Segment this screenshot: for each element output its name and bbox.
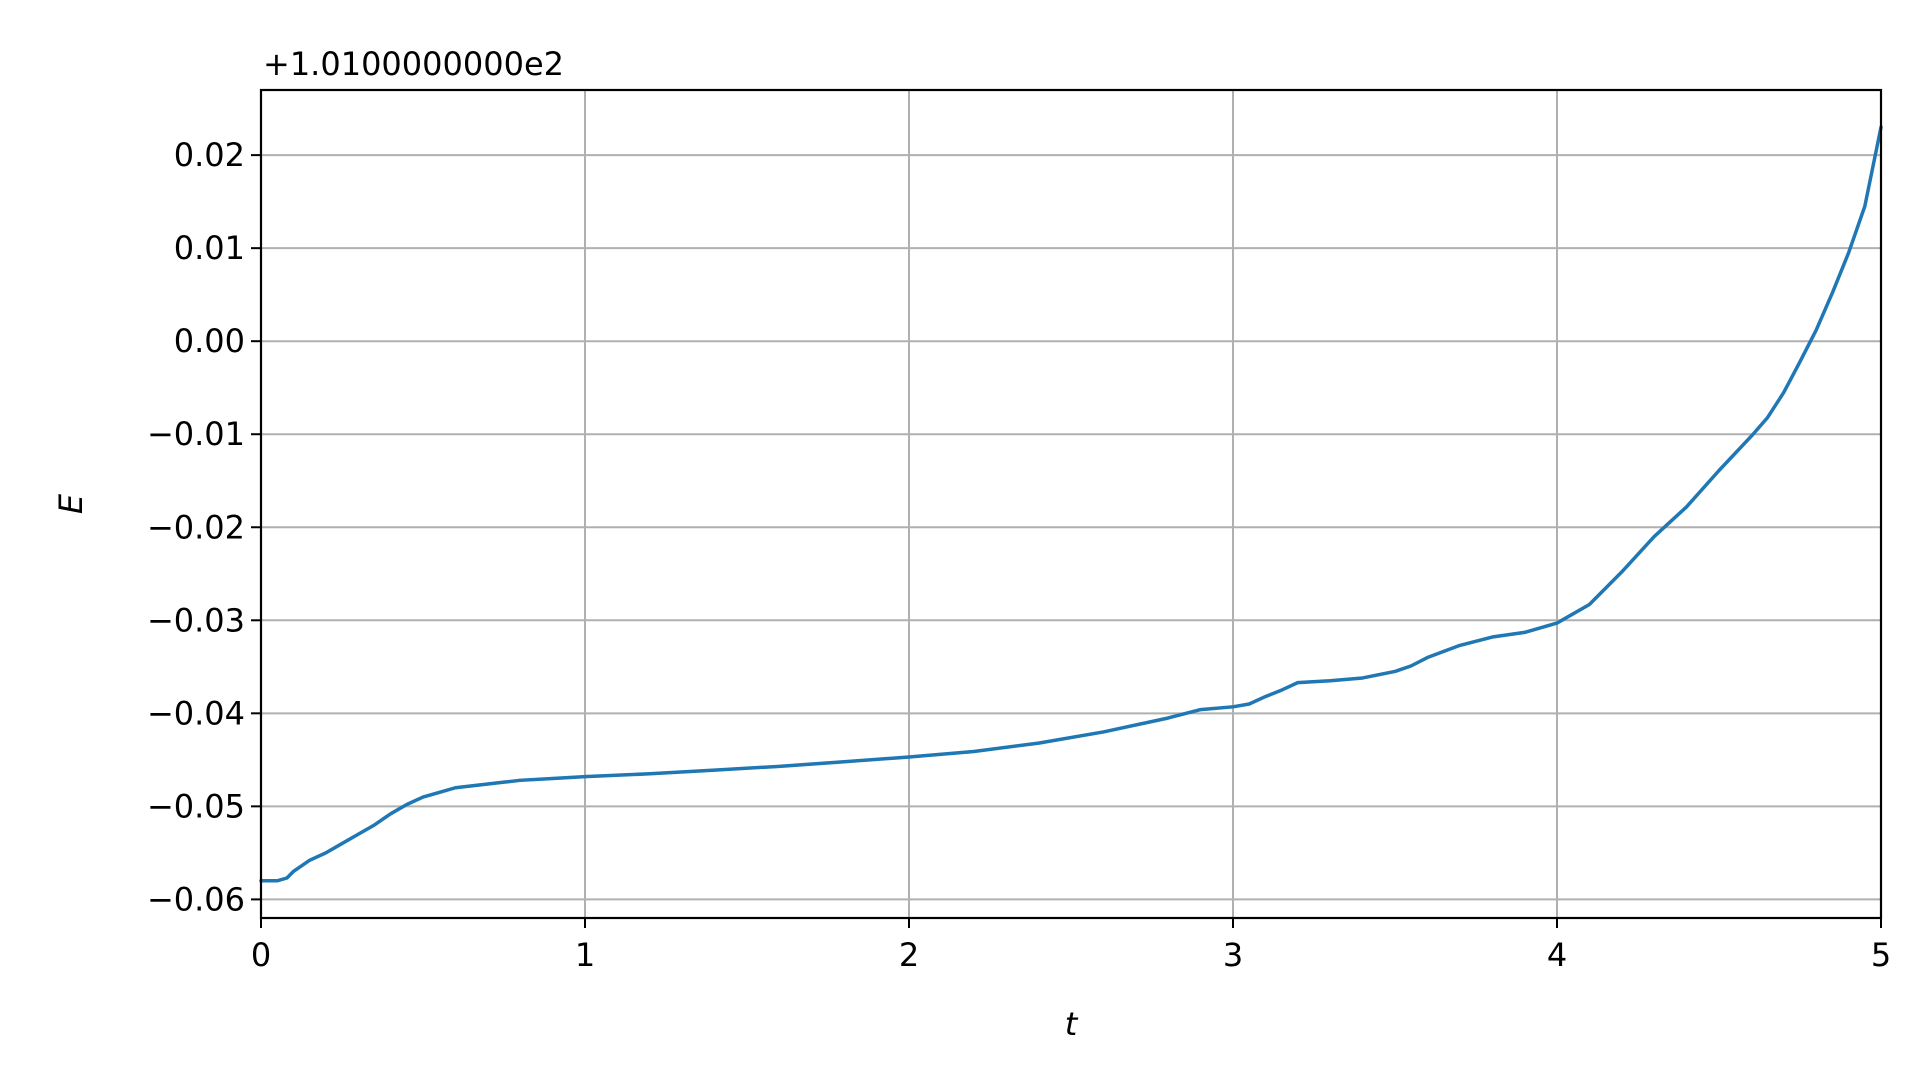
y-tick-label: −0.06 xyxy=(147,880,245,918)
y-tick-label: 0.01 xyxy=(174,229,245,267)
labels-layer: 0 1 2 3 4 5 −0.06 −0.05 −0.04 −0.03 −0.02 −0.01 0.00… xyxy=(147,136,1891,974)
y-offset-label: +1.0100000000e2 xyxy=(263,45,564,83)
x-tick-label: 3 xyxy=(1223,936,1243,974)
series-layer xyxy=(259,125,1883,883)
plot-frame xyxy=(259,88,1883,920)
x-axis-label: t xyxy=(1065,1005,1079,1043)
series-line-0 xyxy=(259,125,1883,883)
y-tick-label: −0.05 xyxy=(147,787,245,825)
x-tick-label: 2 xyxy=(899,936,919,974)
x-tick-label: 5 xyxy=(1871,936,1891,974)
y-tick-label: −0.02 xyxy=(147,508,245,546)
x-tick-label: 0 xyxy=(251,936,271,974)
y-tick-label: −0.01 xyxy=(147,415,245,453)
x-tick-label: 1 xyxy=(575,936,595,974)
ticks-layer xyxy=(251,154,1882,928)
y-tick-label: −0.03 xyxy=(147,601,245,639)
grid-layer xyxy=(260,90,1882,918)
y-tick-label: −0.04 xyxy=(147,694,245,732)
y-tick-label: 0.02 xyxy=(174,136,245,174)
y-tick-label: 0.00 xyxy=(174,322,245,360)
y-axis-label: E xyxy=(52,493,90,514)
x-tick-label: 4 xyxy=(1547,936,1567,974)
